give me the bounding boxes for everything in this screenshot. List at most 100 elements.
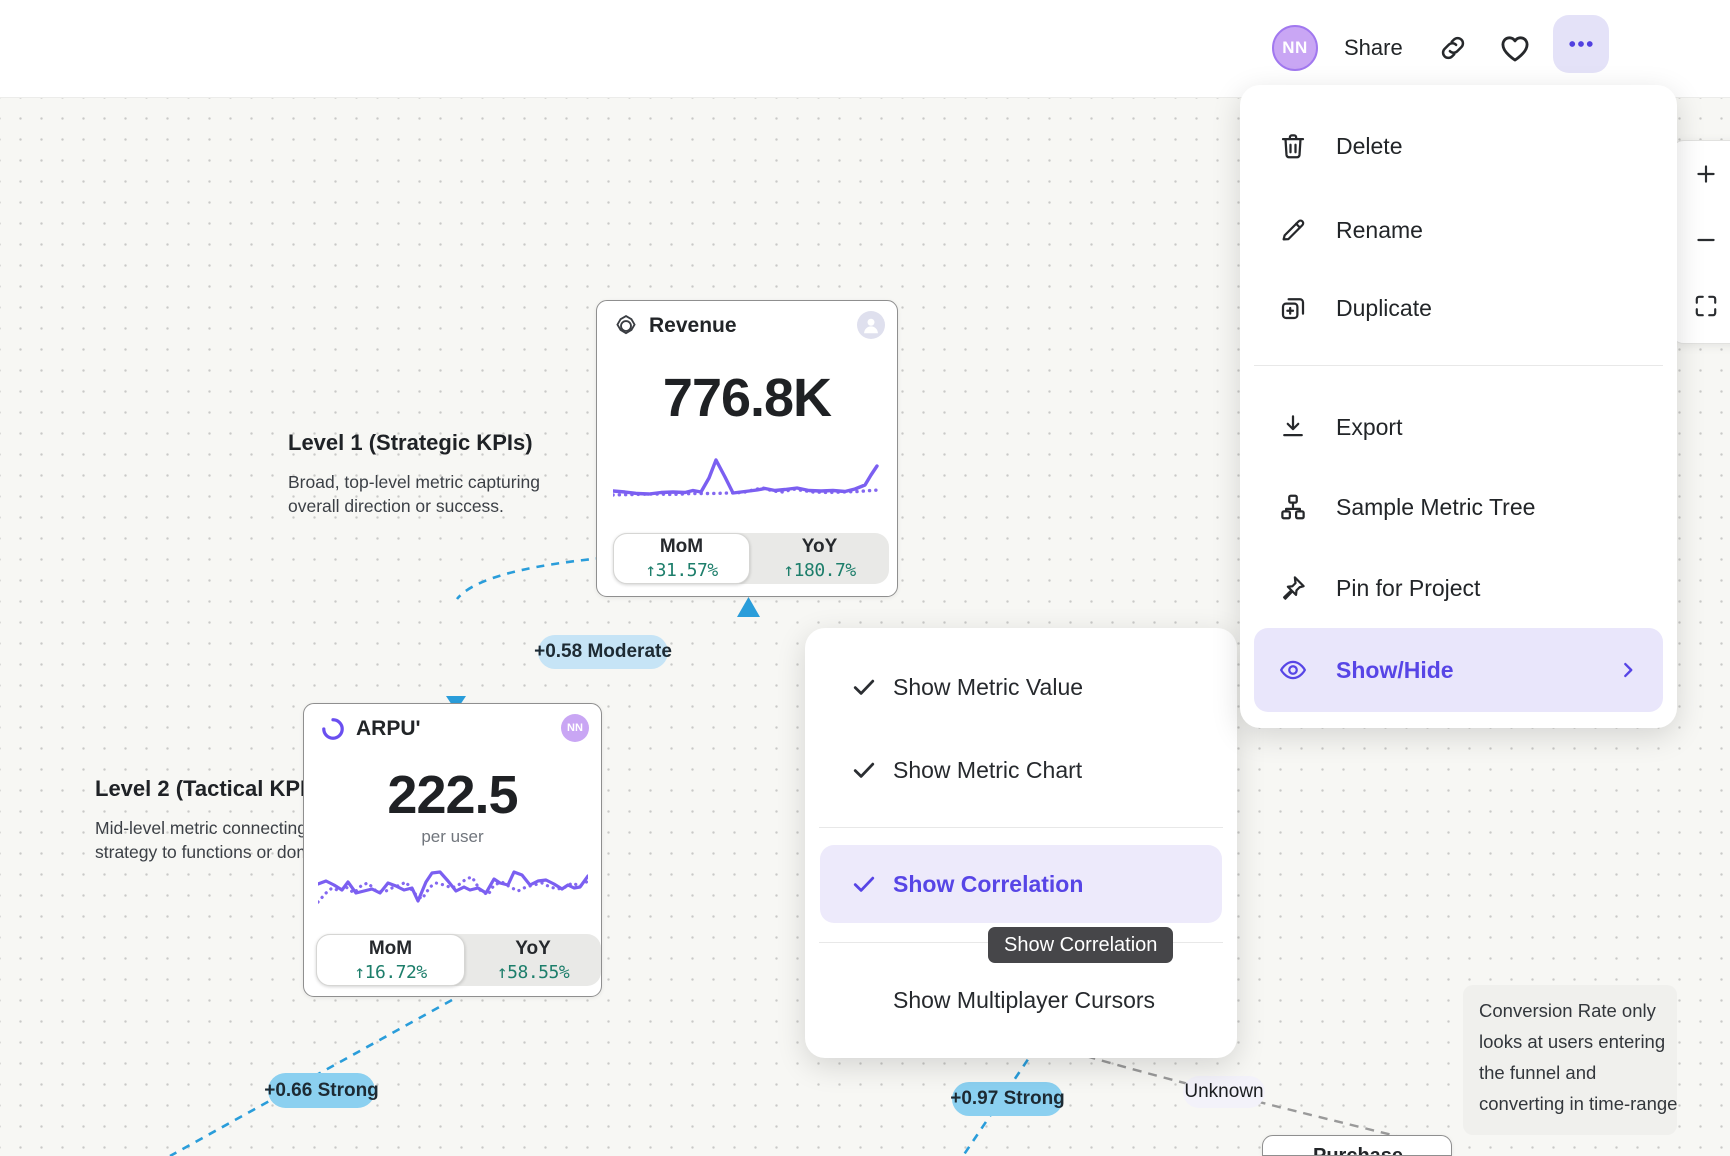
eye-icon bbox=[1278, 655, 1308, 685]
menu-item-show-metric-value[interactable]: Show Metric Value bbox=[820, 653, 1222, 721]
chevron-right-icon bbox=[1615, 657, 1641, 683]
fit-view-button[interactable] bbox=[1689, 289, 1723, 323]
level1-annotation: Level 1 (Strategic KPIs) Broad, top-leve… bbox=[288, 430, 540, 518]
check-icon bbox=[850, 673, 878, 701]
owner-avatar-icon bbox=[857, 311, 885, 339]
yoy-value: ↑58.55% bbox=[496, 961, 570, 983]
metric-tree-icon bbox=[1278, 492, 1308, 522]
zoom-in-button[interactable] bbox=[1689, 157, 1723, 191]
note-line: looks at users entering bbox=[1479, 1031, 1666, 1052]
fit-view-icon bbox=[1693, 293, 1719, 319]
revenue-period-toggle: MoM ↑31.57% YoY ↑180.7% bbox=[613, 533, 889, 584]
arpu-card-title: ARPU' bbox=[356, 717, 421, 740]
menu-divider bbox=[1254, 365, 1663, 366]
menu-item-label: Show Metric Value bbox=[893, 673, 1084, 700]
yoy-value: ↑180.7% bbox=[783, 560, 856, 581]
menu-item-label: Export bbox=[1336, 413, 1403, 440]
more-options-menu: Delete Rename Duplicate Export Sample Me… bbox=[1240, 85, 1677, 728]
menu-item-show-metric-chart[interactable]: Show Metric Chart bbox=[820, 736, 1222, 804]
mom-value: ↑16.72% bbox=[354, 961, 427, 983]
check-icon bbox=[850, 756, 878, 784]
pin-icon bbox=[1278, 573, 1308, 603]
level2-description: Mid-level metric connecting strategy to … bbox=[95, 818, 321, 862]
menu-item-label: Duplicate bbox=[1336, 294, 1432, 321]
annotation-note[interactable]: Conversion Rate only looks at users ente… bbox=[1463, 985, 1677, 1135]
arc-loader-icon bbox=[320, 716, 346, 742]
menu-item-duplicate[interactable]: Duplicate bbox=[1254, 274, 1663, 342]
metric-card-purchase-conversion[interactable]: Purchase Conversion R bbox=[1262, 1135, 1452, 1156]
pencil-icon bbox=[1278, 215, 1308, 245]
collaborator-avatar: NN bbox=[561, 714, 589, 742]
arpu-mom-segment[interactable] bbox=[316, 934, 465, 986]
check-placeholder bbox=[850, 986, 878, 1014]
arpu-card-header: ARPU' bbox=[320, 716, 421, 742]
menu-item-label: Show Metric Chart bbox=[893, 756, 1083, 783]
user-avatar[interactable]: NN bbox=[1272, 25, 1318, 71]
revenue-card-title: Revenue bbox=[649, 314, 737, 337]
menu-item-delete[interactable]: Delete bbox=[1254, 112, 1663, 180]
menu-item-show-hide[interactable]: Show/Hide bbox=[1254, 628, 1663, 712]
note-line: Conversion Rate only bbox=[1479, 1000, 1656, 1021]
canvas-zoom-toolbar bbox=[1670, 140, 1730, 344]
yoy-label: YoY bbox=[515, 937, 551, 959]
menu-item-show-multiplayer-cursors[interactable]: Show Multiplayer Cursors bbox=[820, 966, 1222, 1034]
menu-item-label: Show Multiplayer Cursors bbox=[893, 986, 1156, 1013]
note-line: the funnel and bbox=[1479, 1062, 1597, 1083]
level2-title: Level 2 (Tactical KPIs bbox=[95, 776, 319, 801]
menu-item-label: Show Correlation bbox=[893, 870, 1084, 897]
minus-icon bbox=[1693, 227, 1719, 253]
link-icon bbox=[1438, 33, 1468, 63]
arpu-yoy-segment[interactable]: YoY ↑58.55% bbox=[465, 934, 601, 986]
revenue-sparkline bbox=[613, 458, 881, 497]
arpu-value: 222.5 bbox=[387, 765, 518, 825]
correlation-badge-strong-2: +0.97 Strong bbox=[950, 1082, 1065, 1116]
revenue-yoy-segment[interactable]: YoY ↑180.7% bbox=[750, 533, 889, 584]
correlation-badge-strong-1: +0.66 Strong bbox=[264, 1073, 379, 1108]
revenue-value: 776.8K bbox=[662, 368, 832, 428]
menu-item-show-correlation[interactable]: Show Correlation bbox=[820, 845, 1222, 923]
menu-item-label: Delete bbox=[1336, 132, 1403, 159]
mom-label: MoM bbox=[368, 937, 413, 959]
level2-annotation: Level 2 (Tactical KPIs Mid-level metric … bbox=[95, 776, 321, 864]
duplicate-icon bbox=[1278, 293, 1308, 323]
mom-label: MoM bbox=[659, 536, 704, 557]
metric-card-revenue[interactable]: Revenue 776.8K MoM ↑31.57% YoY ↑180.7% bbox=[596, 300, 898, 597]
copy-link-button[interactable] bbox=[1436, 31, 1470, 65]
menu-item-export[interactable]: Export bbox=[1254, 393, 1663, 461]
menu-item-sample-metric-tree[interactable]: Sample Metric Tree bbox=[1254, 473, 1663, 541]
metric-card-arpu[interactable]: ARPU' NN 222.5 per user MoM ↑16.72% YoY … bbox=[303, 703, 602, 997]
arpu-sparkline bbox=[318, 870, 588, 904]
mom-value: ↑31.57% bbox=[645, 560, 718, 581]
level1-title: Level 1 (Strategic KPIs) bbox=[288, 430, 533, 455]
menu-item-label: Show/Hide bbox=[1336, 656, 1454, 683]
arpu-unit: per user bbox=[421, 827, 484, 846]
heart-icon bbox=[1498, 31, 1532, 65]
yoy-label: YoY bbox=[801, 536, 838, 557]
download-icon bbox=[1278, 412, 1308, 442]
menu-item-label: Rename bbox=[1336, 216, 1423, 243]
plus-icon bbox=[1693, 161, 1719, 187]
share-button[interactable]: Share bbox=[1344, 35, 1403, 60]
note-line: converting in time-range bbox=[1479, 1093, 1678, 1114]
metric-badge-icon bbox=[613, 313, 639, 339]
ellipsis-icon bbox=[1566, 29, 1596, 59]
purchase-card-header: Purchase Conversion R bbox=[1279, 1145, 1451, 1156]
favorite-button[interactable] bbox=[1496, 29, 1534, 67]
show-correlation-tooltip: Show Correlation bbox=[988, 927, 1174, 963]
purchase-card-title: Purchase Conversion R bbox=[1313, 1145, 1404, 1156]
menu-divider bbox=[819, 827, 1223, 828]
arpu-period-toggle: MoM ↑16.72% YoY ↑58.55% bbox=[316, 934, 601, 986]
zoom-out-button[interactable] bbox=[1689, 223, 1723, 257]
menu-item-label: Pin for Project bbox=[1336, 574, 1481, 601]
level1-description: Broad, top-level metric capturing overal… bbox=[288, 472, 540, 516]
topbar: NN Share bbox=[0, 0, 1730, 97]
revenue-mom-segment-labels[interactable]: MoM ↑31.57% bbox=[613, 533, 750, 584]
menu-item-rename[interactable]: Rename bbox=[1254, 196, 1663, 264]
check-icon bbox=[850, 870, 878, 898]
trash-icon bbox=[1278, 131, 1308, 161]
menu-item-label: Sample Metric Tree bbox=[1336, 493, 1536, 520]
arpu-mom-segment-labels[interactable]: MoM ↑16.72% bbox=[316, 934, 465, 986]
menu-item-pin-for-project[interactable]: Pin for Project bbox=[1254, 554, 1663, 622]
more-options-button[interactable] bbox=[1553, 15, 1609, 73]
